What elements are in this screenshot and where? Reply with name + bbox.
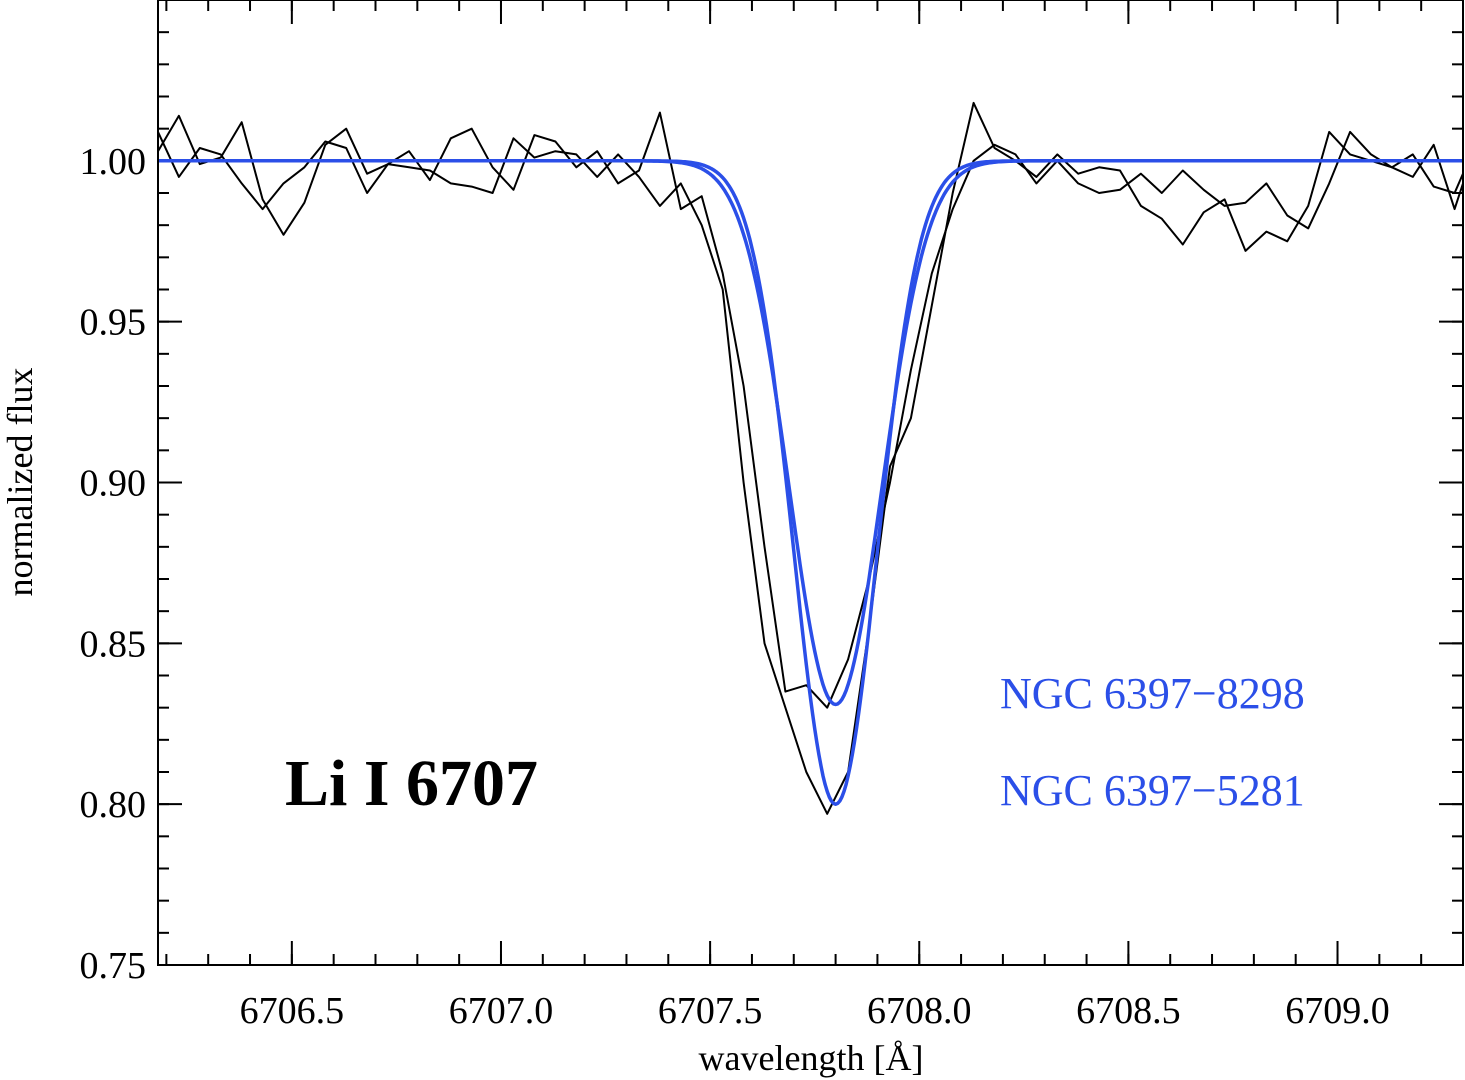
legend-label-ngc-6397-8298: NGC 6397−8298: [1000, 669, 1305, 718]
y-tick-label: 0.95: [80, 302, 147, 344]
x-tick-label: 6708.5: [1076, 990, 1181, 1032]
y-tick-label: 0.85: [80, 623, 147, 665]
x-tick-label: 6706.5: [240, 990, 345, 1032]
x-tick-label: 6708.0: [867, 990, 972, 1032]
model-fit-line: [158, 159, 1463, 707]
tick-labels: 6706.5 6707.0 6707.5 6708.0 6708.5 6709.0 0.75…: [80, 141, 1390, 1032]
x-tick-label: 6709.0: [1285, 990, 1390, 1032]
y-tick-label: 0.90: [80, 463, 147, 505]
observed-spectrum-line: [157, 111, 1464, 709]
line-annotation: Li I 6707: [285, 747, 538, 820]
y-tick-label: 0.75: [80, 945, 147, 987]
y-axis-title: normalized flux: [0, 368, 40, 597]
observed-spectrum-line: [157, 101, 1464, 815]
x-tick-label: 6707.5: [658, 990, 763, 1032]
x-axis-title: wavelength [Å]: [699, 1038, 924, 1078]
model-fit-line: [158, 159, 1463, 806]
legend-label-ngc-6397-5281: NGC 6397−5281: [1000, 766, 1305, 815]
y-tick-label: 1.00: [80, 141, 147, 183]
plot-frame: [157, 0, 1464, 966]
series-layer: [157, 101, 1464, 815]
x-tick-label: 6707.0: [449, 990, 554, 1032]
y-tick-label: 0.80: [80, 784, 147, 826]
